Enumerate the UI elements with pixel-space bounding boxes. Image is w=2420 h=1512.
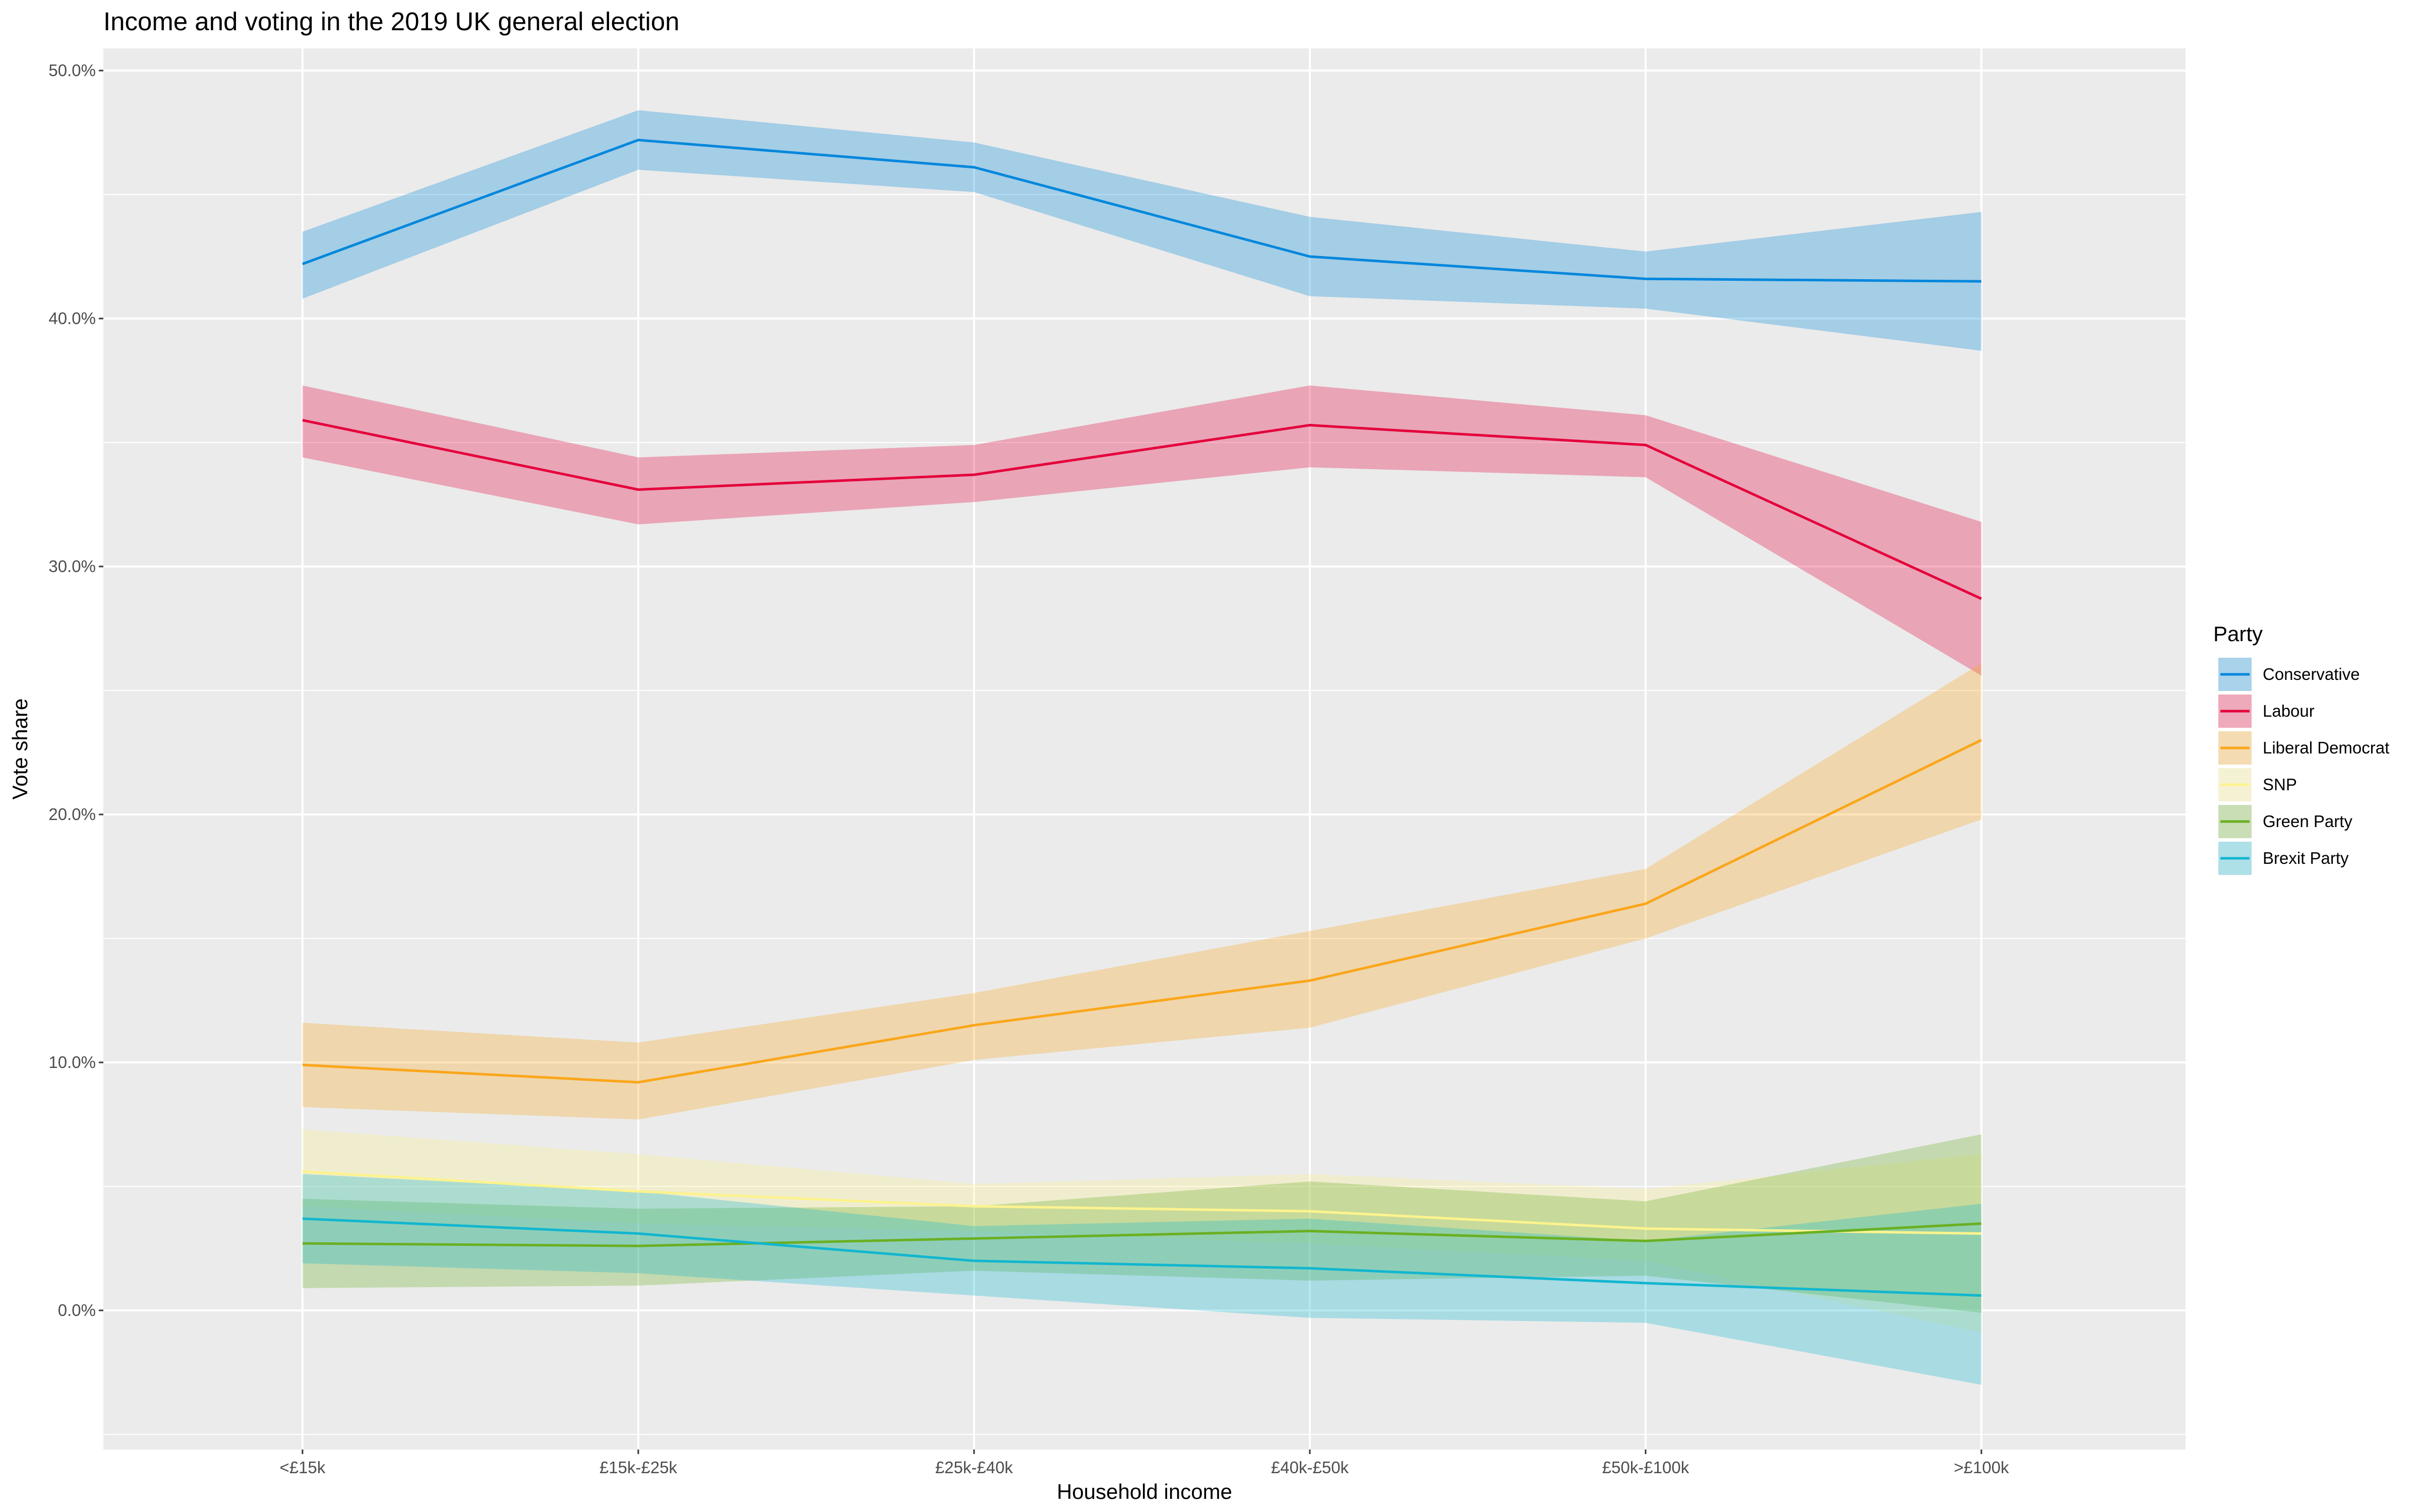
legend-label: Brexit Party: [2263, 849, 2349, 867]
y-tick-label: 20.0%: [48, 805, 96, 824]
series-lines: [302, 139, 1982, 1297]
x-axis-title: Household income: [1057, 1480, 1232, 1503]
confidence-ribbons: [302, 110, 1981, 1385]
y-tick-label: 50.0%: [48, 61, 96, 80]
legend-item-liberal-democrat: Liberal Democrat: [2218, 731, 2389, 765]
line-liberal-democrat: [302, 739, 1982, 1084]
y-axis-title: Vote share: [8, 699, 32, 800]
legend-item-green-party: Green Party: [2218, 805, 2352, 838]
legend-item-conservative: Conservative: [2218, 658, 2360, 691]
x-tick-label: £15k-£25k: [599, 1458, 678, 1477]
x-tick-label: <£15k: [280, 1458, 326, 1477]
y-tick-label: 10.0%: [48, 1053, 96, 1072]
legend-title: Party: [2213, 622, 2263, 646]
line-snp: [302, 1170, 1982, 1235]
legend: Party Conservative Labour Liberal Democrat…: [2213, 622, 2389, 875]
x-tick-label: >£100k: [1954, 1458, 2009, 1477]
ribbon-labour: [302, 385, 1981, 676]
ribbon-brexit-party: [302, 1174, 1981, 1385]
legend-item-brexit-party: Brexit Party: [2218, 842, 2349, 875]
line-brexit-party: [302, 1217, 1982, 1297]
line-labour: [302, 419, 1982, 600]
plot-panel: [103, 48, 2186, 1450]
ribbon-green-party: [302, 1134, 1981, 1313]
y-tick-label: 40.0%: [48, 309, 96, 328]
chart-title: Income and voting in the 2019 UK general…: [103, 7, 680, 36]
ribbon-snp: [302, 1129, 1981, 1333]
x-axis: <£15k £15k-£25k £25k-£40k £40k-£50k £50k-£10…: [280, 1450, 2009, 1477]
line-green-party: [302, 1222, 1982, 1247]
legend-label: SNP: [2263, 775, 2297, 794]
ribbon-conservative: [302, 110, 1981, 351]
legend-label: Liberal Democrat: [2263, 738, 2389, 757]
line-conservative: [302, 139, 1982, 283]
x-tick-label: £40k-£50k: [1271, 1458, 1349, 1477]
legend-item-snp: SNP: [2218, 768, 2297, 801]
x-tick-label: £25k-£40k: [935, 1458, 1013, 1477]
minor-gridlines: [103, 194, 2186, 1435]
legend-label: Labour: [2263, 702, 2315, 720]
y-tick-label: 0.0%: [58, 1301, 96, 1319]
x-tick-label: £50k-£100k: [1602, 1458, 1689, 1477]
major-gridlines: [103, 48, 2186, 1450]
legend-item-labour: Labour: [2218, 695, 2315, 728]
y-tick-label: 30.0%: [48, 557, 96, 576]
legend-label: Conservative: [2263, 665, 2360, 683]
y-axis: 0.0% 10.0% 20.0% 30.0% 40.0% 50.0%: [48, 61, 103, 1319]
legend-label: Green Party: [2263, 812, 2352, 831]
